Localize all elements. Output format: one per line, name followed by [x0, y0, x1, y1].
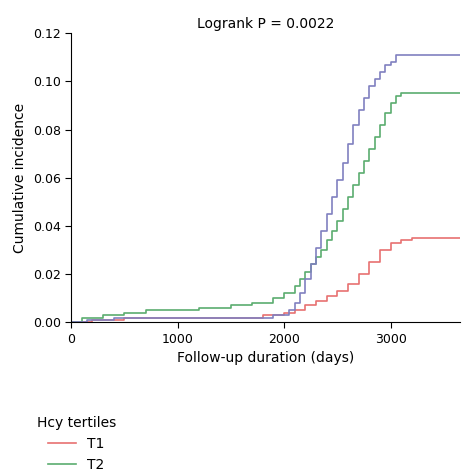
T1 [302, 308, 308, 313]
T1 [281, 310, 287, 316]
T1 [345, 288, 351, 294]
T1 [121, 317, 127, 323]
T2 [143, 308, 148, 313]
T1 [388, 240, 393, 246]
X-axis label: Follow-up duration (days): Follow-up duration (days) [177, 351, 354, 365]
T1 [409, 237, 415, 243]
T1 [356, 281, 362, 287]
T3 [393, 52, 399, 58]
T2 [196, 305, 202, 311]
T1 [366, 271, 372, 277]
T1 [313, 298, 319, 303]
T2 [313, 262, 319, 267]
T1 [335, 288, 340, 294]
T1 [90, 319, 95, 325]
Line: T3: T3 [71, 55, 460, 322]
T1 [260, 312, 265, 318]
Title: Logrank P = 0.0022: Logrank P = 0.0022 [197, 17, 334, 31]
T1 [377, 259, 383, 265]
Legend: T1, T2: T1, T2 [31, 410, 122, 474]
T1 [302, 302, 308, 308]
T3 [372, 76, 377, 82]
T1 [409, 235, 415, 241]
T1 [292, 310, 298, 316]
T3 [302, 276, 308, 282]
T2 [398, 91, 404, 96]
T1 [345, 281, 351, 287]
T1 [260, 315, 265, 320]
T1 [388, 247, 393, 253]
T1 [121, 315, 127, 320]
T1 [335, 293, 340, 299]
T1 [292, 308, 298, 313]
T3 [457, 52, 463, 58]
T2 [457, 91, 463, 96]
T3 [345, 141, 351, 147]
Y-axis label: Cumulative incidence: Cumulative incidence [13, 103, 27, 253]
T2 [404, 91, 410, 96]
T2 [68, 319, 74, 325]
T3 [388, 59, 393, 65]
T3 [68, 319, 74, 325]
T1 [457, 235, 463, 241]
T3 [350, 141, 356, 147]
T1 [90, 317, 95, 323]
Line: T1: T1 [71, 238, 460, 322]
T1 [398, 237, 404, 243]
T1 [324, 293, 329, 299]
T1 [366, 259, 372, 265]
T1 [313, 302, 319, 308]
T1 [457, 235, 463, 241]
T1 [377, 247, 383, 253]
T1 [281, 312, 287, 318]
T1 [324, 298, 329, 303]
T3 [356, 122, 362, 128]
T1 [68, 319, 74, 325]
T1 [356, 271, 362, 277]
T2 [319, 247, 324, 253]
T1 [398, 240, 404, 246]
Line: T2: T2 [71, 93, 460, 322]
T2 [372, 134, 377, 140]
